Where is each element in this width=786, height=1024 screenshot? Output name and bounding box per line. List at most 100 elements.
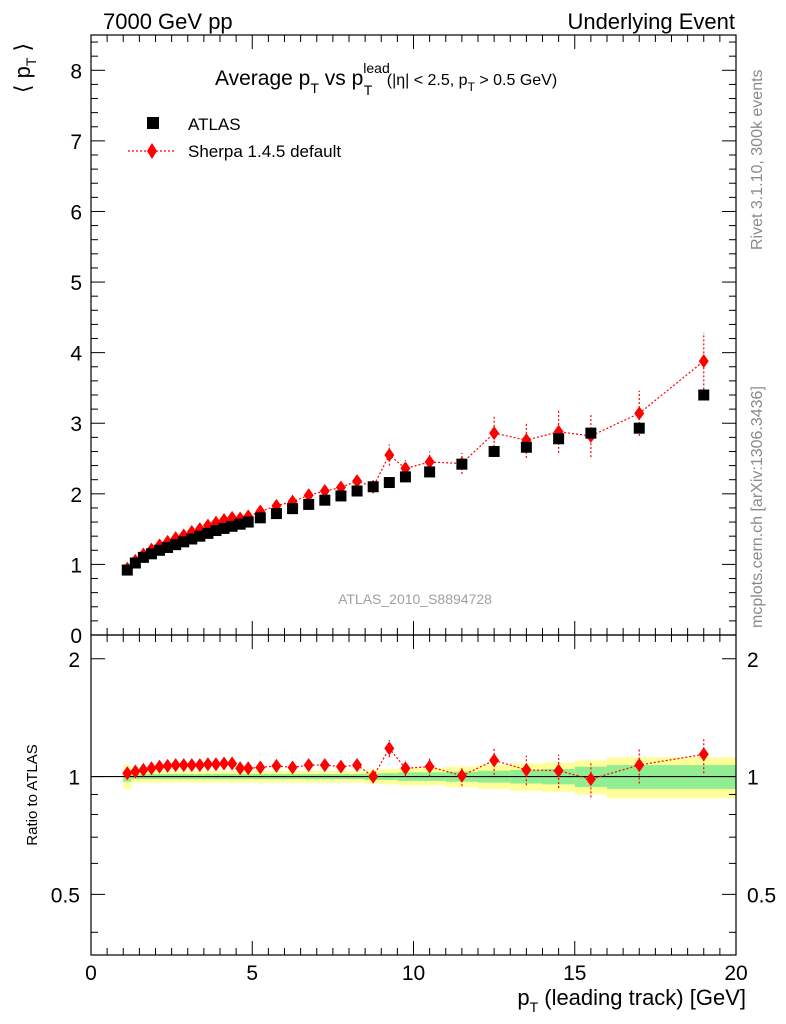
atlas-point [154,544,166,556]
title-cut-sub: T [468,80,476,94]
main-y-tick-label: 6 [70,201,82,224]
atlas-point [178,536,190,548]
title-sub2: T [364,82,373,98]
ratio-point [698,747,709,762]
ratio-point [130,764,141,779]
atlas-point [424,466,436,478]
main-title: Average pT vs plead T (|η| < 2.5, pT > 0.… [215,60,557,98]
ratio-point [186,758,197,773]
title-cut2: > 0.5 GeV) [475,72,557,89]
title-sup: lead [363,60,389,76]
sherpa-point [424,455,435,470]
x-tick-label: 15 [563,962,586,985]
atlas-point [121,564,133,576]
ratio-point [178,758,189,773]
ratio-panel: 0.5 0.5 1 1 2 2 0 5 10 15 20 Ratio to ATLAS pT (l… [24,634,776,1015]
title-cut1: (|η| < 2.5, p [382,72,467,89]
main-ylabel-left: ⟨ p [10,66,35,93]
ratio-y-tick-label-right: 1 [747,767,759,790]
ratio-point [243,761,254,776]
legend-sherpa-label: Sherpa 1.4.5 default [188,142,341,161]
atlas-point [210,525,222,537]
ratio-y-tick-label-left: 1 [68,767,80,790]
mcplots-info: mcplots.cern.ch [arXiv:1306.3436] [749,386,766,628]
main-y-tick-label: 2 [70,484,82,507]
atlas-point [585,427,597,439]
ratio-point [368,769,379,784]
atlas-point [520,441,532,453]
ratio-point [424,759,435,774]
ratio-point [122,766,133,781]
ratio-point [384,741,395,756]
xlabel-sub: T [530,999,539,1015]
ratio-ylabel: Ratio to ATLAS [24,744,41,845]
x-tick-label: 10 [402,962,425,985]
ratio-point [210,757,221,772]
atlas-point [137,551,149,563]
sherpa-point [319,484,330,498]
ratio-point [634,758,645,773]
main-axis-ticks [90,35,737,636]
sherpa-line [126,360,705,570]
rivet-info: Rivet 3.1.10, 300k events [749,69,766,250]
atlas-point [226,520,238,532]
ratio-point [489,753,500,768]
atlas-point [145,548,157,560]
ratio-point [319,758,330,773]
ratio-frame [90,634,737,956]
legend-atlas-marker [147,117,159,129]
xlabel-main: p [517,985,529,1010]
side-text-upper: Rivet 3.1.10, 300k events [749,69,766,250]
main-y-tick-label: 4 [70,343,82,366]
ratio-point [303,758,314,773]
main-atlas-series [121,389,710,576]
atlas-point [202,527,214,539]
ratio-y-tick-label-right: 2 [747,649,759,672]
sherpa-point [271,498,282,513]
title-vs: vs p [319,67,363,90]
svg-text:⟨ pT ⟩: ⟨ pT ⟩ [10,43,39,93]
ratio-point [194,758,205,773]
atlas-point [287,503,299,515]
ratio-point [219,756,230,771]
x-tick-labels: 0 5 10 15 20 [85,962,748,985]
ratio-y-tick-label-right: 0.5 [747,884,776,907]
analysis-watermark: ATLAS_2010_S8894728 [338,591,492,607]
main-ylabel: ⟨ pT ⟩ [10,43,39,93]
ratio-point [202,757,213,772]
ratio-point [352,758,363,773]
atlas-point [553,433,565,445]
atlas-point [633,422,645,434]
atlas-point [335,490,347,502]
header-right: Underlying Event [567,9,735,34]
main-y-tick-label: 0 [70,625,82,648]
atlas-point [456,458,468,470]
main-ylabel-right: ⟩ [10,43,35,58]
legend-atlas-label: ATLAS [188,115,241,134]
ratio-point [271,758,282,773]
atlas-point [303,498,315,510]
ratio-point [456,768,467,783]
legend-sherpa-marker [147,143,157,159]
ratio-point [521,762,532,777]
atlas-point [129,557,141,569]
ratio-point [146,761,157,776]
ratio-point [585,772,596,787]
sherpa-point [634,406,645,421]
x-tick-label: 0 [85,962,97,985]
sherpa-point [489,426,500,441]
x-tick-label: 20 [724,962,747,985]
sherpa-point [303,488,314,503]
ratio-ylabel-text: Ratio to ATLAS [24,744,41,845]
main-y-tick-label: 7 [70,131,82,154]
atlas-point [270,508,282,520]
atlas-point [383,477,395,489]
side-text-lower: mcplots.cern.ch [arXiv:1306.3436] [749,386,766,628]
ratio-y-tick-label-left: 0.5 [51,884,80,907]
sherpa-point [384,448,395,462]
xlabel-rest: (leading track) [GeV] [538,985,746,1010]
ratio-y-tick-labels: 0.5 0.5 1 1 2 2 [51,649,776,908]
ratio-point [235,761,246,776]
